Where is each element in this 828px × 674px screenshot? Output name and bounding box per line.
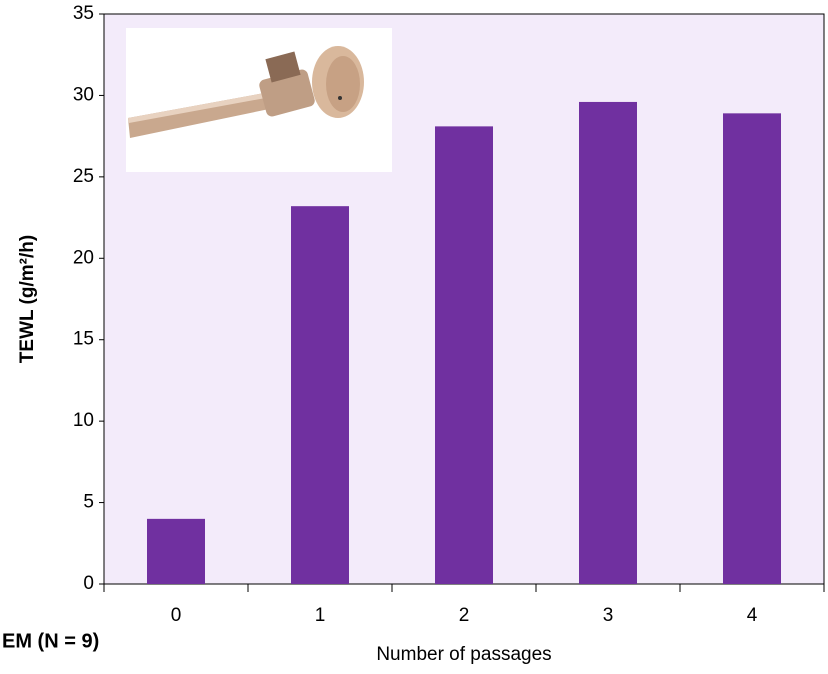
x-tick-label: 3: [603, 605, 614, 626]
bar: [147, 518, 205, 584]
y-tick-label: 30: [73, 84, 94, 105]
y-axis-title: TEWL (g/m²/h): [17, 235, 38, 363]
y-tick-label: 20: [73, 247, 94, 268]
y-tick-label: 15: [73, 329, 94, 350]
product-photo: [126, 28, 392, 172]
y-tick-label: 25: [73, 166, 94, 187]
bar: [579, 101, 637, 584]
y-tick-label: 5: [83, 492, 94, 513]
bar: [435, 126, 493, 584]
y-tick-label: 35: [73, 3, 94, 24]
x-tick-label: 4: [747, 605, 758, 626]
y-tick-label: 10: [73, 410, 94, 431]
x-tick-label: 1: [315, 605, 326, 626]
x-axis-title: Number of passages: [376, 644, 551, 665]
bar: [291, 206, 349, 584]
x-tick-label: 2: [459, 605, 470, 626]
x-tick-label: 0: [171, 605, 182, 626]
y-tick-label: 0: [83, 573, 94, 594]
note: EM (N = 9): [2, 630, 99, 652]
bar: [723, 113, 781, 584]
